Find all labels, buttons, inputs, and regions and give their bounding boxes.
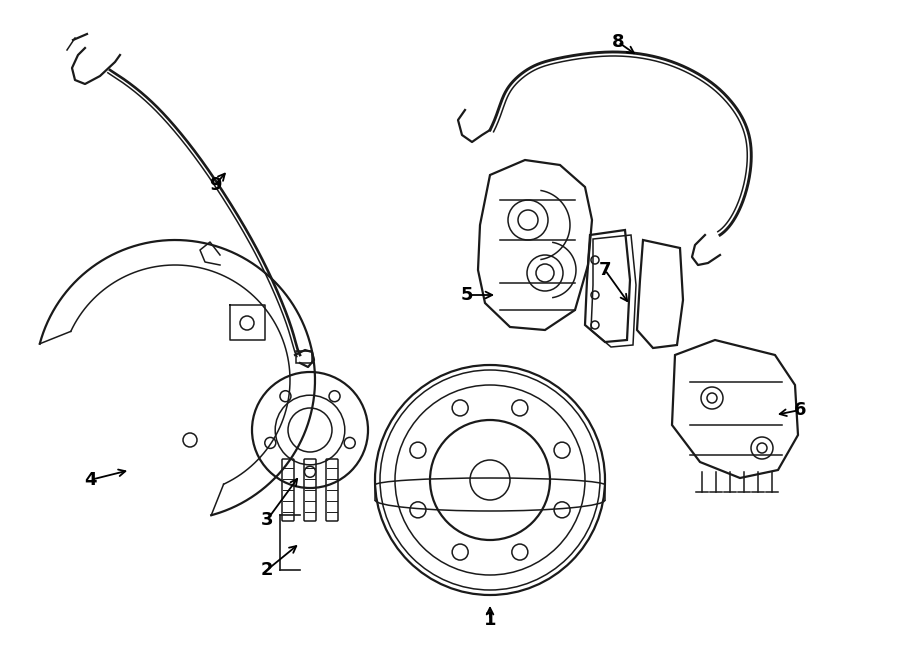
Text: 3: 3 xyxy=(261,511,274,529)
Text: 4: 4 xyxy=(84,471,96,489)
Text: 8: 8 xyxy=(612,33,625,51)
Text: 6: 6 xyxy=(794,401,806,419)
Text: 7: 7 xyxy=(598,261,611,279)
Text: 2: 2 xyxy=(261,561,274,579)
Text: 5: 5 xyxy=(461,286,473,304)
Bar xyxy=(296,351,312,363)
Text: 9: 9 xyxy=(209,176,221,194)
Text: 1: 1 xyxy=(484,611,496,629)
